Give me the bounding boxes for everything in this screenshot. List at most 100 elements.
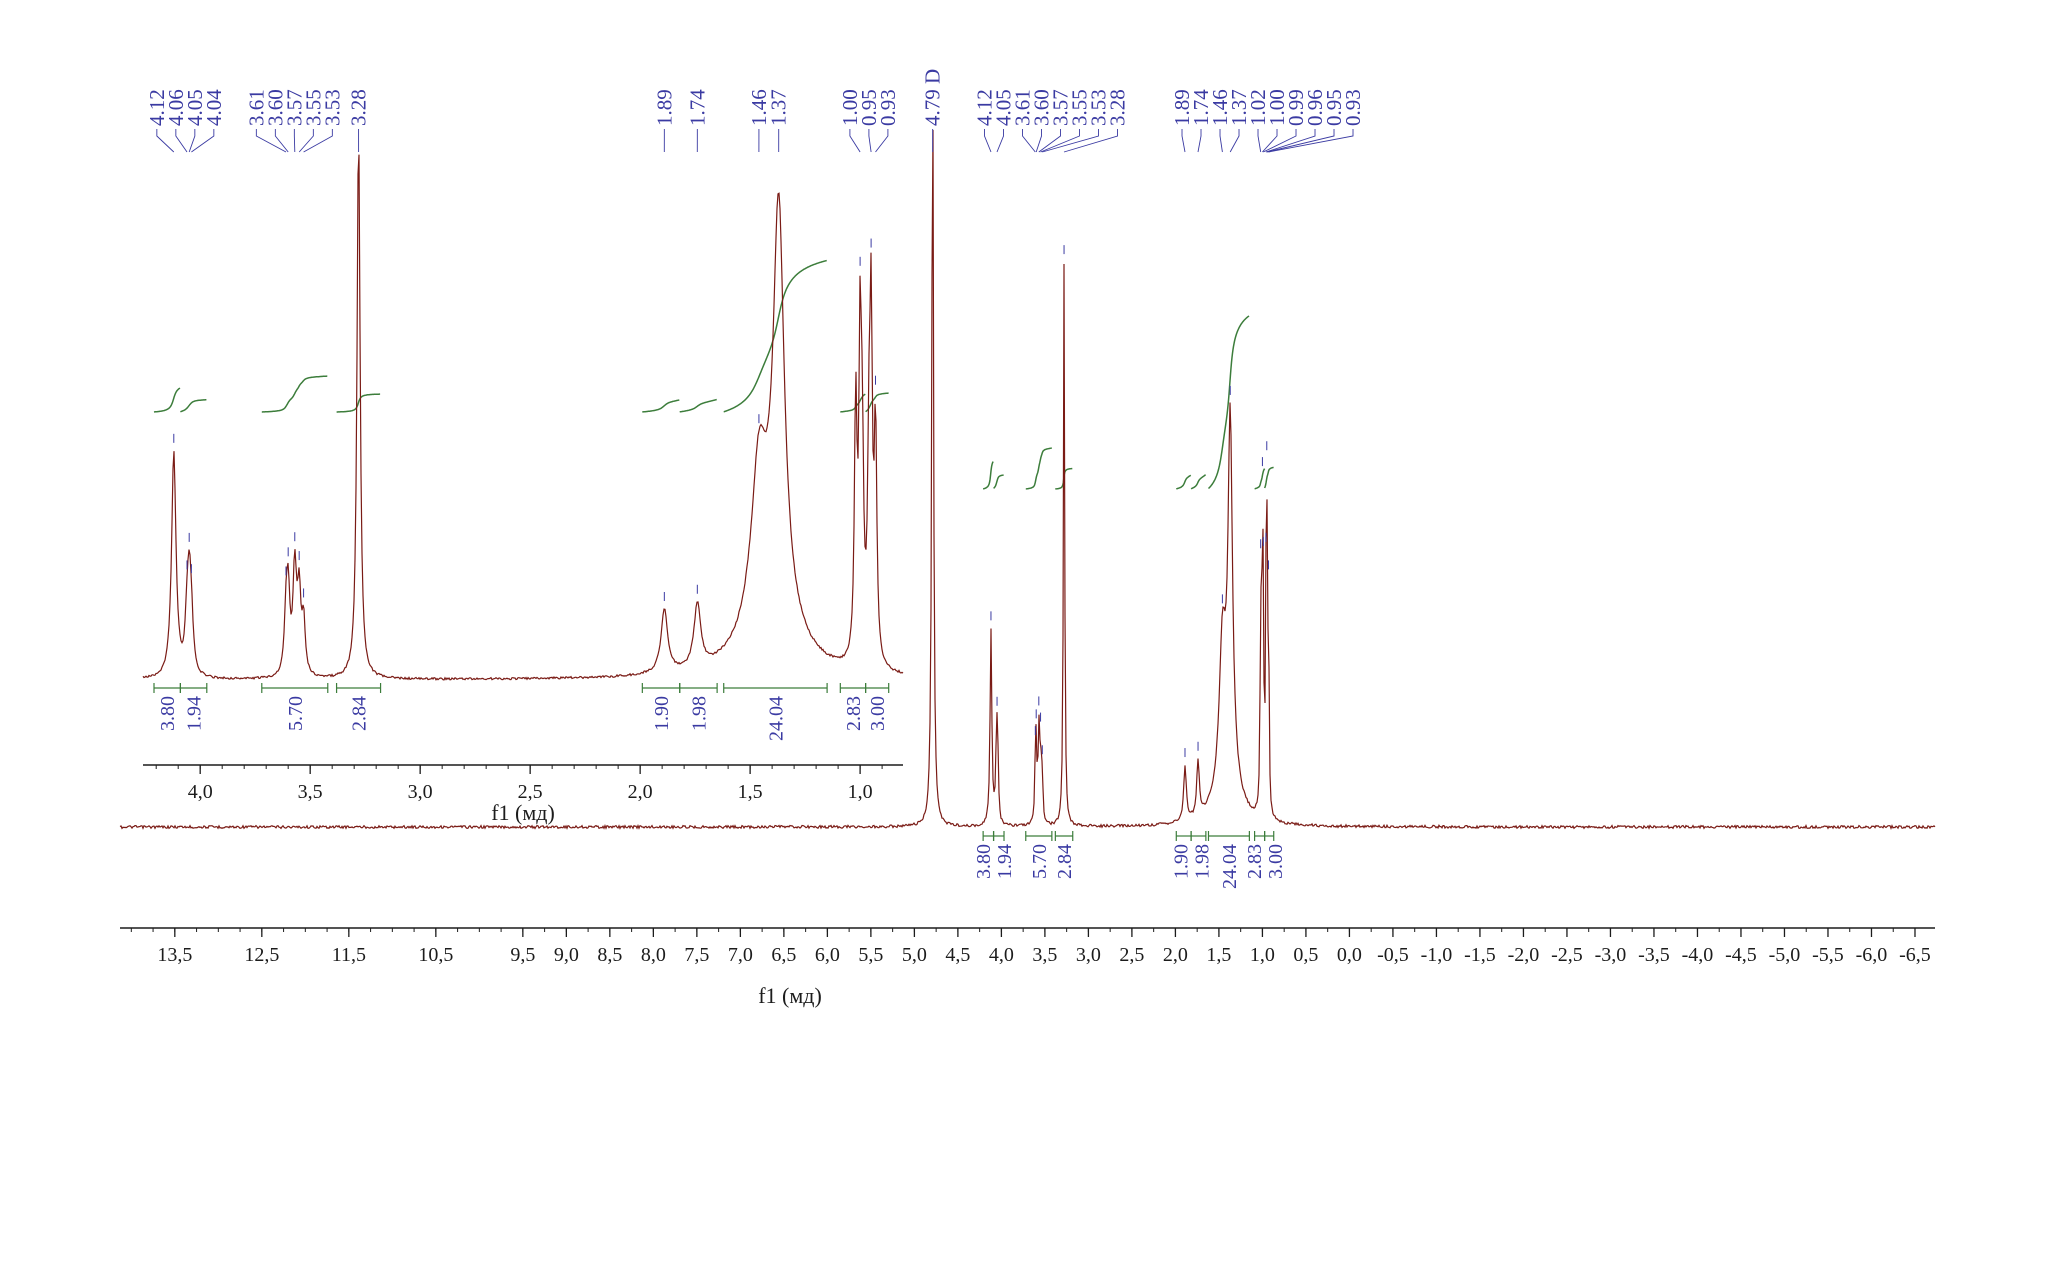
integral-value-label: 2.83 [843,696,865,731]
integral-curve [642,399,680,413]
peak-label: 4.12 [973,89,997,126]
x-axis-tick-label: -2,0 [1508,944,1540,966]
peak-label-connector [1038,129,1061,153]
peak-label: 0.95 [857,89,881,126]
x-axis-tick-label: -1,5 [1464,944,1496,966]
integral-curve [1190,474,1207,490]
integral-value-label: 3.80 [973,844,995,879]
peak-label: 3.61 [1011,89,1035,126]
integral-curve [993,474,1004,489]
peak-label: 1.37 [1227,89,1251,126]
x-axis-tick-label: 0,5 [1293,944,1318,966]
inset-spectrum-group: 3.80 1.94 5.70 2.84 1.90 1.98 24.04 2.83 3.00 4,0… [142,89,904,803]
peak-label: 3.55 [301,89,325,126]
integral-value-label: 1.90 [651,696,673,731]
integral-value-label: 24.04 [1219,844,1241,889]
peak-label: 1.02 [1246,89,1270,126]
integral-value-label: 3.00 [1265,844,1287,879]
inset-axis-title: f1 (мд) [491,800,555,825]
peak-label: 1.89 [652,89,676,126]
x-axis-tick-label: 1,0 [848,781,873,803]
peak-label: 3.60 [263,89,287,126]
peak-label: 0.95 [1322,89,1346,126]
integral-curve [180,399,207,413]
integral-value-label: 2.84 [349,696,371,731]
x-axis-tick-label: 5,5 [858,944,883,966]
peak-label-connector [849,129,861,153]
x-axis-tick-label: 6,5 [771,944,796,966]
x-axis-tick-label: 4,0 [188,781,213,803]
x-axis-tick-label: -6,0 [1856,944,1888,966]
peak-label-connector [984,129,992,153]
x-axis-tick-label: 7,5 [684,944,709,966]
x-axis-tick-label: 8,0 [641,944,666,966]
peak-label: 0.96 [1303,89,1327,126]
x-axis-tick-label: 12,5 [244,944,279,966]
peak-label-connector [875,129,889,153]
peak-label: 3.53 [1087,89,1111,126]
peak-label: 3.28 [1106,89,1130,126]
peak-label-connector [1040,129,1080,153]
peak-label-connector [255,129,287,153]
x-axis-tick-label: 4,5 [945,944,970,966]
x-axis-tick-label: 3,5 [298,781,323,803]
x-axis-tick-label: 1,5 [738,781,763,803]
main-spectrum-group: 3.80 1.94 5.70 2.84 1.90 1.98 24.04 2.83 3.0013,… [119,69,1936,966]
x-axis-tick-label: -2,5 [1551,944,1583,966]
x-axis-tick-label: 10,5 [418,944,453,966]
peak-label: 1.00 [1265,89,1289,126]
x-axis-tick-label: 3,0 [1076,944,1101,966]
peak-label-connector [1042,129,1099,153]
x-axis-tick-label: 0,0 [1337,944,1362,966]
integral-curve [1254,468,1266,490]
integral-curve [865,392,889,413]
x-axis-tick-label: 6,0 [815,944,840,966]
x-axis-tick-label: -4,5 [1725,944,1757,966]
peak-label-connector [1022,129,1036,153]
integral-value-label: 24.04 [765,696,787,741]
integral-value-label: 2.84 [1054,844,1076,879]
peak-label-connector [1268,129,1354,153]
peak-label-connector [156,129,175,153]
integral-curve [723,259,827,413]
peak-label: 1.89 [1170,89,1194,126]
peak-label: 3.55 [1068,89,1092,126]
spectrum-trace [119,129,1936,830]
x-axis-tick-label: 3,5 [1032,944,1057,966]
peak-label: 1.00 [838,89,862,126]
x-axis-tick-label: 4,0 [989,944,1014,966]
peak-label: 1.37 [767,89,791,126]
x-axis-tick-label: -3,0 [1595,944,1627,966]
peak-label-connector [1229,129,1240,153]
peak-label-connector [1265,129,1316,153]
peak-label: 1.74 [1189,89,1213,126]
integral-curve [1263,466,1274,489]
peak-label: 4.12 [145,89,169,126]
integral-curve [261,375,328,413]
peak-label-connector [1181,129,1186,153]
x-axis-tick-label: 2,5 [1119,944,1144,966]
integral-curve [982,461,994,490]
peak-label-connector [996,129,1004,153]
peak-label: 0.99 [1284,89,1308,126]
peak-label-connector [191,129,215,153]
peak-label-connector [1197,129,1202,153]
x-axis-tick-label: 9,0 [554,944,579,966]
integral-curve [1025,447,1052,490]
integral-value-label: 5.70 [1029,844,1051,879]
peak-label-connector [175,129,188,153]
peak-label: 1.46 [747,89,771,126]
peak-label-connector [1035,129,1042,153]
x-axis-tick-label: -6,5 [1899,944,1931,966]
peak-label: 1.74 [685,89,709,126]
x-axis-tick-label: 9,5 [510,944,535,966]
x-axis-tick-label: 8,5 [597,944,622,966]
peak-label: 0.93 [876,89,900,126]
x-axis-tick-label: 2,5 [518,781,543,803]
integral-value-label: 2.83 [1244,844,1266,879]
peak-label: 4.06 [164,89,188,126]
x-axis-tick-label: -5,5 [1812,944,1844,966]
x-axis-tick-label: -1,0 [1421,944,1453,966]
